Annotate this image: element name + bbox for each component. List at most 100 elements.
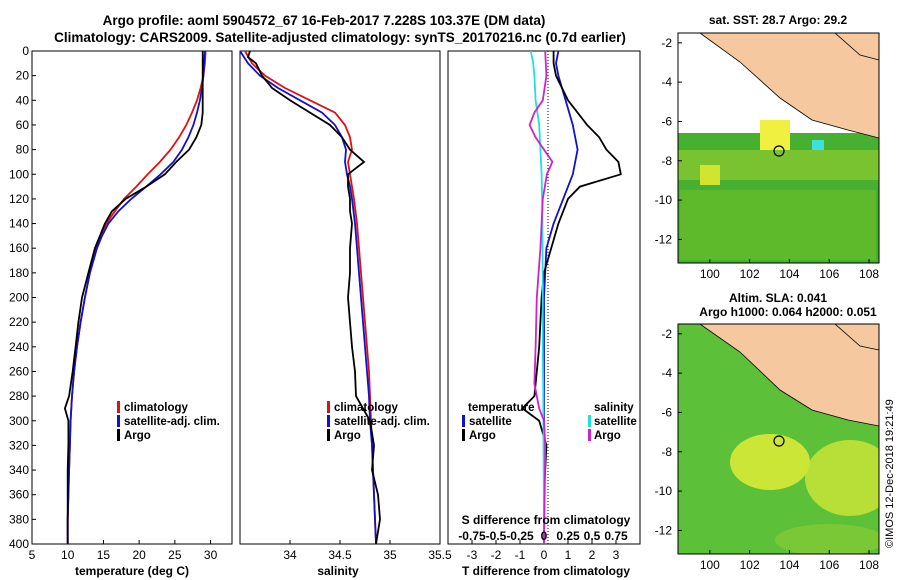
lat-tick-label: -12 [655,523,673,537]
x-tick-label: -3 [467,548,478,562]
temperature-panel: 0 20 40 60 80 100 120 140 160 180 200 220 240 260 280 3… [9,44,233,578]
argo-float-marker [773,145,785,157]
y-tick-label: 180 [9,266,29,280]
difference-series [521,50,622,545]
y-tick-label: 20 [16,69,30,83]
x-tick-label: 10 [61,548,75,562]
salinity-axes-frame [239,50,441,545]
lon-tick-label: 102 [740,558,760,572]
x-tick-label: -2 [491,548,502,562]
sla-lat-tick-labels: -2 -4 -6 -8 -10 -12 [655,327,682,537]
y-tick-label: 220 [9,315,29,329]
legend-salinity-title: salinity [594,402,634,414]
y-tick-label: 280 [9,389,29,403]
lon-tick-label: 108 [859,558,879,572]
sla-high-anomaly-east [805,440,879,516]
lat-tick-label: -6 [661,114,672,128]
sla-lon-tick-labels: 100 102 104 106 108 [700,550,879,572]
y-tick-label: 80 [16,143,30,157]
lat-tick-label: -4 [661,75,672,89]
sst-hot-patch [760,120,790,150]
lon-tick-label: 106 [819,558,839,572]
temperature-legend: climatology satellite-adj. clim. Argo [117,401,220,442]
sumatra-land [678,33,879,139]
lon-tick-label: 102 [740,267,760,281]
series-line-satellite-adj-clim- [239,50,377,545]
lat-tick-label: -8 [661,154,672,168]
sla-map: Altim. SLA: 0.041 Argo h1000: 0.064 h200… [655,291,880,572]
legend-s-argo-swatch [588,429,591,441]
salinity-panel: 34 34.5 35 35.5 salinity climatology satell… [239,50,452,578]
difference-panel: -3 -2 -1 0 1 2 3 T difference from climatology… [447,50,641,578]
legend-climatology-swatch [117,401,120,413]
lon-tick-label: 108 [859,267,879,281]
x-tick-label: 34 [283,548,297,562]
sla-map-title1: Altim. SLA: 0.041 [729,291,827,305]
salinity-legend: climatology satellite-adj. clim. Argo [327,401,430,442]
legend-argo-swatch [327,429,330,441]
depth-tick-labels: 0 20 40 60 80 100 120 140 160 180 200 220 240 260 280 3… [9,44,36,551]
figure-title-line1: Argo profile: aoml 5904572_67 16-Feb-201… [103,13,546,28]
lon-tick-label: 100 [700,267,720,281]
salinity-axis-label: salinity [317,564,359,578]
x-tick-label: 5 [29,548,36,562]
salinity-series [239,50,381,545]
s-diff-tick-label: -0.25 [506,529,534,543]
lon-tick-label: 106 [819,267,839,281]
x-tick-label: 30 [204,548,218,562]
lat-tick-label: -8 [661,445,672,459]
sla-map-title2: Argo h1000: 0.064 h2000: 0.051 [699,305,877,319]
sla-map-frame [677,323,880,555]
y-tick-label: 40 [16,93,30,107]
x-tick-label: 20 [132,548,146,562]
credit-text: ©IMOS 12-Dec-2018 19:21:49 [884,399,896,548]
s-diff-tick-label: -0.75 [458,529,486,543]
legend-satellite-label: satellite-adj. clim. [124,416,220,428]
sst-lat-tick-labels: -2 -4 -6 -8 -10 -12 [655,36,682,246]
y-tick-label: 320 [9,438,29,452]
legend-temperature-title: temperature [468,402,534,414]
lon-tick-label: 100 [700,558,720,572]
s-diff-tick-label: 0.75 [604,529,628,543]
sla-south-band [775,524,879,554]
y-tick-label: 360 [9,488,29,502]
legend-climatology-label: climatology [334,402,399,414]
y-tick-label: 240 [9,340,29,354]
x-tick-label: 34.5 [328,548,352,562]
y-tick-label: 100 [9,167,29,181]
temperature-axis-label: temperature (deg C) [75,564,189,578]
temperature-series [63,50,207,544]
legend-satellite-swatch [117,415,120,427]
s-diff-tick-label: -0.5 [486,529,507,543]
s-diff-tick-label: 0.5 [584,529,601,543]
legend-argo-label: Argo [124,430,151,442]
lat-tick-label: -2 [661,36,672,50]
lat-tick-label: -10 [655,193,673,207]
series-line-argo [246,50,381,545]
lon-tick-label: 104 [779,558,799,572]
y-tick-label: 120 [9,192,29,206]
y-tick-label: 200 [9,291,29,305]
x-tick-label: 2 [589,548,596,562]
lat-tick-label: -12 [655,232,673,246]
y-tick-label: 0 [22,44,29,58]
x-tick-label: 0 [541,548,548,562]
legend-satellite-swatch [327,415,330,427]
series-line-t-argo [521,51,622,544]
x-tick-label: 1 [565,548,572,562]
figure-title-line2: Climatology: CARS2009. Satellite-adjuste… [54,30,626,45]
sst-warm-patch [700,165,720,185]
legend-s-satellite-label: satellite [594,416,637,428]
lon-tick-label: 104 [779,267,799,281]
series-line-argo [63,51,204,544]
temperature-tick-labels: 5 10 15 20 25 30 [29,540,218,562]
difference-legend: temperature satellite Argo salinity sate… [462,402,637,442]
legend-t-argo-swatch [462,429,465,441]
sumatra-land [678,324,879,427]
legend-argo-swatch [117,429,120,441]
land-northeast [834,33,879,61]
sla-high-anomaly [730,434,810,490]
x-tick-label: 35 [383,548,397,562]
sst-map-title: sat. SST: 28.7 Argo: 29.2 [709,13,848,27]
